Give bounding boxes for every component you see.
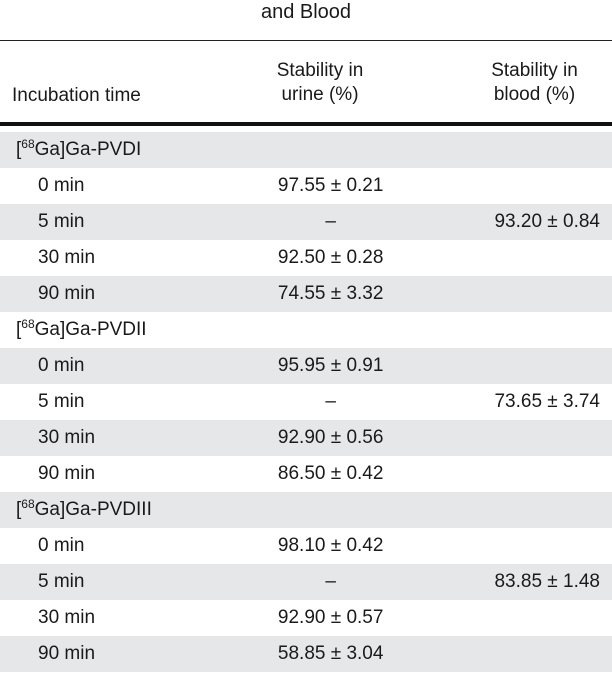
incubation-time-cell: 90 min [0,636,257,672]
table-row: 0 min 98.10 ± 0.42 [0,528,612,564]
compound-label: Ga]Ga-PVDII [34,319,147,340]
table-row: 0 min 97.55 ± 0.21 [0,168,612,204]
blood-stability-cell [405,528,612,564]
urine-stability-cell: 98.10 ± 0.42 [277,535,384,556]
group-row: [68Ga]Ga-PVDIII [0,492,612,528]
header-urine-line1: Stability in [276,60,364,81]
urine-stability-cell: 86.50 ± 0.42 [277,463,384,484]
blood-stability-cell [404,276,612,312]
urine-stability-cell: 92.50 ± 0.28 [277,247,384,268]
group-row: [68Ga]Ga-PVDII [0,312,612,348]
top-rule [0,40,612,41]
table-row: 90 min 74.55 ± 3.32 [0,276,612,312]
table-row: 5 min – 73.65 ± 3.74 [0,384,612,420]
blood-stability-cell [405,168,612,204]
compound-name: [68Ga]Ga-PVDII [0,312,612,348]
compound-bracket: [ [16,139,22,160]
header-blood-line1: Stability in [491,60,578,81]
table-title: and Blood [260,1,352,23]
group-row: [68Ga]Ga-PVDI [0,132,612,168]
stability-table: [68Ga]Ga-PVDI 0 min 97.55 ± 0.21 5 min –93.2… [0,132,612,672]
incubation-time-cell: 0 min [38,535,85,556]
urine-stability-cell: 97.55 ± 0.21 [277,175,384,196]
table-row: 0 min 95.95 ± 0.91 [0,348,612,384]
incubation-time-cell: 30 min [38,247,96,268]
incubation-time-cell: 5 min [0,564,257,600]
table-row: 30 min 92.90 ± 0.56 [0,420,612,456]
table-row: 30 min 92.50 ± 0.28 [0,240,612,276]
compound-name: [68Ga]Ga-PVDIII [0,492,612,528]
blood-stability-cell [405,240,612,276]
table-header: Incubation time Stability in urine (%) S… [0,42,612,122]
blood-stability-cell [405,456,612,492]
header-blood-line2: blood (%) [493,84,576,105]
incubation-time-cell: 5 min [38,391,85,412]
blood-stability-cell [404,420,612,456]
incubation-time-cell: 5 min [0,204,257,240]
urine-stability-cell: 74.55 ± 3.32 [256,276,405,312]
blood-stability-cell [404,636,612,672]
header-incubation-time: Incubation time [12,85,141,106]
urine-stability-cell: 92.90 ± 0.57 [277,607,384,628]
isotope-mass: 68 [21,497,35,511]
urine-stability-cell: – [256,564,405,600]
incubation-time-cell: 30 min [38,607,96,628]
compound-label: Ga]Ga-PVDI [34,139,142,160]
incubation-time-cell: 30 min [0,420,257,456]
table-row: 5 min –93.20 ± 0.84 [0,204,612,240]
isotope-mass: 68 [21,137,35,151]
table-row: 90 min 86.50 ± 0.42 [0,456,612,492]
incubation-time-cell: 90 min [0,276,257,312]
urine-stability-cell: – [256,204,405,240]
compound-bracket: [ [16,499,22,520]
blood-stability-cell: 73.65 ± 3.74 [494,391,600,412]
header-urine-line2: urine (%) [281,84,359,105]
urine-stability-cell: 58.85 ± 3.04 [256,636,405,672]
incubation-time-cell: 0 min [38,175,85,196]
header-rule [0,122,612,126]
urine-stability-cell: 92.90 ± 0.56 [256,420,405,456]
blood-stability-cell [404,348,612,384]
isotope-mass: 68 [21,317,35,331]
incubation-time-cell: 90 min [38,463,96,484]
header-urine: Stability in urine (%) [240,59,400,107]
compound-name: [68Ga]Ga-PVDI [0,132,612,168]
table-row: 5 min –83.85 ± 1.48 [0,564,612,600]
urine-stability-cell: 95.95 ± 0.91 [256,348,405,384]
blood-stability-cell: 83.85 ± 1.48 [404,564,612,600]
urine-stability-cell: – [325,391,336,412]
incubation-time-cell: 0 min [0,348,257,384]
blood-stability-cell: 93.20 ± 0.84 [404,204,612,240]
header-blood: Stability in blood (%) [462,59,607,107]
blood-stability-cell [405,600,612,636]
table-row: 30 min 92.90 ± 0.57 [0,600,612,636]
compound-label: Ga]Ga-PVDIII [34,499,152,520]
table-row: 90 min 58.85 ± 3.04 [0,636,612,672]
compound-bracket: [ [16,319,22,340]
